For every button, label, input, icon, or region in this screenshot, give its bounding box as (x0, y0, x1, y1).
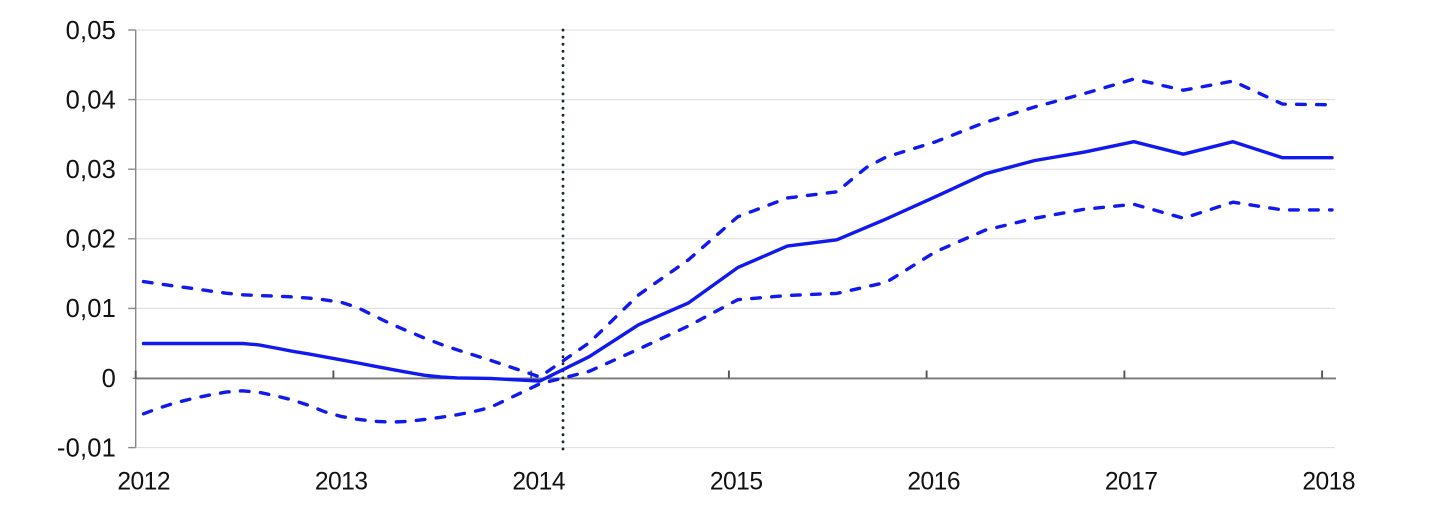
svg-text:2016: 2016 (907, 468, 960, 495)
svg-text:2017: 2017 (1105, 468, 1158, 495)
svg-text:2018: 2018 (1302, 468, 1355, 495)
svg-text:0,03: 0,03 (66, 156, 116, 184)
svg-text:2014: 2014 (512, 468, 565, 495)
svg-text:0,01: 0,01 (66, 295, 116, 323)
svg-text:-0,01: -0,01 (57, 434, 116, 462)
svg-text:0,05: 0,05 (66, 17, 116, 45)
svg-text:0,04: 0,04 (66, 86, 116, 114)
svg-text:0,02: 0,02 (66, 226, 116, 254)
svg-text:2012: 2012 (117, 468, 170, 495)
svg-text:2013: 2013 (315, 468, 368, 495)
svg-text:2015: 2015 (710, 468, 763, 495)
svg-text:0: 0 (102, 365, 116, 393)
